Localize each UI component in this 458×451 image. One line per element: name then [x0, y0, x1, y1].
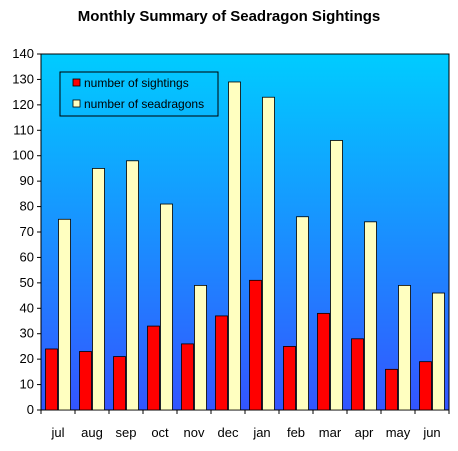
y-tick-label: 60 [20, 249, 34, 264]
x-tick-label: mar [319, 425, 342, 440]
x-tick-label: aug [81, 425, 103, 440]
x-tick-label: sep [116, 425, 137, 440]
y-tick-label: 100 [12, 148, 34, 163]
x-tick-label: may [386, 425, 411, 440]
bar-sightings [113, 356, 126, 411]
y-tick-label: 50 [20, 275, 34, 290]
y-tick-label: 70 [20, 224, 34, 239]
x-axis: jul aug sep oct nov dec jan feb mar apr may jun [40, 410, 450, 440]
bar-seadragons [330, 140, 343, 411]
y-tick-label: 10 [20, 377, 34, 392]
bar-sightings [385, 368, 398, 411]
x-tick-label: feb [287, 425, 305, 440]
x-tick-label: jul [50, 425, 64, 440]
bar-seadragons [160, 203, 173, 411]
bars-layer [45, 81, 445, 411]
bar-seadragons [364, 221, 377, 411]
legend-label-sightings: number of sightings [84, 76, 189, 90]
bar-seadragons [262, 96, 275, 411]
y-tick-label: 20 [20, 351, 34, 366]
bar-sightings [283, 346, 296, 411]
bar-sightings [181, 343, 194, 411]
x-tick-label: oct [151, 425, 169, 440]
bar-seadragons [194, 284, 207, 411]
bar-seadragons [126, 160, 139, 411]
bar-sightings [45, 348, 58, 411]
y-tick-label: 120 [12, 97, 34, 112]
bar-sightings [79, 351, 92, 411]
bar-sightings [249, 279, 262, 411]
bar-sightings [351, 338, 364, 411]
y-axis: 0 10 20 30 40 50 60 70 80 90 100 110 120 130 140 [12, 46, 41, 417]
y-tick-label: 130 [12, 71, 34, 86]
y-tick-label: 110 [13, 122, 34, 137]
bar-seadragons [92, 168, 105, 411]
legend-swatch-seadragons [72, 99, 81, 108]
y-tick-label: 140 [12, 46, 34, 61]
y-tick-label: 90 [20, 173, 34, 188]
bar-sightings [147, 325, 160, 411]
y-tick-label: 0 [27, 402, 34, 417]
plot-area [40, 53, 450, 411]
bar-seadragons [398, 284, 411, 411]
legend: number of sightings number of seadragons [59, 71, 219, 117]
x-tick-label: jan [252, 425, 270, 440]
chart-title: Monthly Summary of Seadragon Sightings [77, 8, 381, 25]
bar-seadragons [228, 81, 241, 411]
legend-label-seadragons: number of seadragons [84, 97, 204, 111]
bar-sightings [215, 315, 228, 411]
y-tick-label: 40 [20, 300, 34, 315]
x-tick-label: dec [218, 425, 239, 440]
bar-seadragons [296, 216, 309, 411]
bar-sightings [419, 361, 432, 411]
x-tick-label: jun [422, 425, 440, 440]
bar-seadragons [58, 218, 71, 411]
bar-sightings [317, 312, 330, 411]
y-tick-label: 30 [20, 326, 34, 341]
x-tick-label: apr [355, 425, 374, 440]
x-tick-label: nov [184, 425, 205, 440]
y-tick-label: 80 [20, 199, 34, 214]
legend-swatch-sightings [72, 78, 81, 87]
bar-seadragons [432, 292, 445, 411]
legend-box [59, 71, 219, 117]
